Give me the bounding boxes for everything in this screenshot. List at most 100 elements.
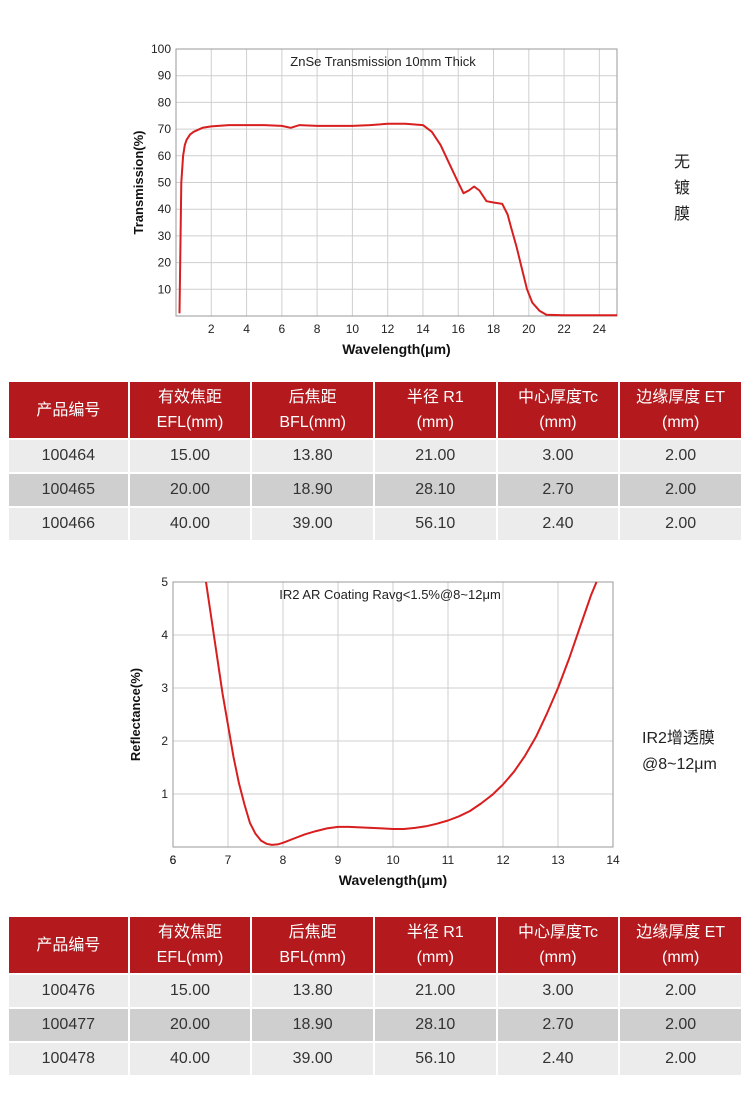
y-tick-label: 4 xyxy=(161,628,168,642)
y-tick-label: 100 xyxy=(151,42,171,56)
x-tick-label: 13 xyxy=(551,853,565,867)
chart-title: ZnSe Transmission 10mm Thick xyxy=(290,54,476,69)
uncoated-note: 无 镀 膜 xyxy=(672,150,692,228)
cell-center-thickness: 2.40 xyxy=(497,508,619,540)
cell-product-id: 100478 xyxy=(9,1043,128,1075)
cell-bfl: 18.90 xyxy=(252,474,373,506)
coated-note: IR2增透膜 @8~12μm xyxy=(642,726,717,778)
cell-radius: 28.10 xyxy=(374,474,496,506)
header-bfl: 后焦距 BFL(mm) xyxy=(252,382,373,438)
cell-bfl: 39.00 xyxy=(252,1043,373,1075)
chart-title: IR2 AR Coating Ravg<1.5%@8~12μm xyxy=(279,587,501,602)
header-efl: 有效焦距 EFL(mm) xyxy=(129,382,251,438)
header-edge-thickness: 边缘厚度 ET (mm) xyxy=(620,382,741,438)
header-edge-thickness: 边缘厚度 ET (mm) xyxy=(620,917,741,973)
x-tick-label: 24 xyxy=(593,322,607,336)
y-tick-label: 90 xyxy=(158,69,172,83)
cell-efl: 15.00 xyxy=(129,975,251,1007)
x-tick-label: 12 xyxy=(381,322,395,336)
cell-center-thickness: 2.70 xyxy=(497,474,619,506)
series-line xyxy=(205,581,598,846)
cell-edge-thickness: 2.00 xyxy=(620,508,741,540)
y-tick-label: 10 xyxy=(158,282,172,296)
header-radius: 半径 R1 (mm) xyxy=(374,382,496,438)
x-tick-label: 10 xyxy=(346,322,360,336)
y-tick-label: 50 xyxy=(158,176,172,190)
y-tick-label: 30 xyxy=(158,229,172,243)
cell-edge-thickness: 2.00 xyxy=(620,474,741,506)
cell-radius: 21.00 xyxy=(374,975,496,1007)
transmission-chart: 2 4 6 8 10 12 14 16 18 20 22 2410203040506070809010… xyxy=(131,42,618,357)
header-product-id: 产品编号 xyxy=(9,382,128,438)
header-efl: 有效焦距 EFL(mm) xyxy=(129,917,251,973)
y-tick-label: 20 xyxy=(158,256,172,270)
cell-product-id: 100464 xyxy=(9,440,128,472)
spec-table-uncoated: 产品编号 有效焦距 EFL(mm) 后焦距 BFL(mm) 半径 R1 (mm) 中心… xyxy=(7,380,743,542)
x-tick-label: 9 xyxy=(335,853,342,867)
cell-center-thickness: 3.00 xyxy=(497,975,619,1007)
x-tick-label: 6 xyxy=(170,853,177,867)
plot-frame xyxy=(172,581,614,848)
coated-note-line: IR2增透膜 xyxy=(642,730,715,747)
table-row: 100466 40.00 39.00 56.10 2.40 2.00 xyxy=(9,508,741,540)
cell-edge-thickness: 2.00 xyxy=(620,975,741,1007)
x-axis-title: Wavelength(μm) xyxy=(339,872,447,888)
x-tick-label: 10 xyxy=(386,853,400,867)
x-tick-label: 8 xyxy=(314,322,321,336)
cell-product-id: 100477 xyxy=(9,1009,128,1041)
cell-edge-thickness: 2.00 xyxy=(620,440,741,472)
cell-center-thickness: 2.40 xyxy=(497,1043,619,1075)
cell-radius: 28.10 xyxy=(374,1009,496,1041)
coated-note-line: @8~12μm xyxy=(642,756,717,773)
header-center-thickness: 中心厚度Tc (mm) xyxy=(497,917,619,973)
header-product-id: 产品编号 xyxy=(9,917,128,973)
cell-efl: 40.00 xyxy=(129,1043,251,1075)
uncoated-note-char: 镀 xyxy=(673,180,690,197)
y-tick-label: 5 xyxy=(161,575,168,589)
uncoated-note-char: 膜 xyxy=(673,206,690,223)
header-radius: 半径 R1 (mm) xyxy=(374,917,496,973)
x-tick-label: 14 xyxy=(606,853,620,867)
table-row: 100465 20.00 18.90 28.10 2.70 2.00 xyxy=(9,474,741,506)
x-tick-label: 18 xyxy=(487,322,501,336)
cell-bfl: 13.80 xyxy=(252,440,373,472)
x-tick-label: 6 xyxy=(170,853,177,867)
x-tick-label: 8 xyxy=(280,853,287,867)
x-tick-label: 2 xyxy=(208,322,215,336)
table-row: 100476 15.00 13.80 21.00 3.00 2.00 xyxy=(9,975,741,1007)
table-row: 100478 40.00 39.00 56.10 2.40 2.00 xyxy=(9,1043,741,1075)
table-row: 100477 20.00 18.90 28.10 2.70 2.00 xyxy=(9,1009,741,1041)
table-header-row: 产品编号 有效焦距 EFL(mm) 后焦距 BFL(mm) 半径 R1 (mm) 中心… xyxy=(9,917,741,973)
cell-bfl: 13.80 xyxy=(252,975,373,1007)
y-tick-label: 40 xyxy=(158,202,172,216)
cell-efl: 40.00 xyxy=(129,508,251,540)
reflectance-chart: 6 7 8 9 10 11 12 13 14123456Wavelength(μm)Reflec… xyxy=(128,575,620,888)
cell-product-id: 100465 xyxy=(9,474,128,506)
y-axis-title: Reflectance(%) xyxy=(128,668,143,761)
x-tick-label: 16 xyxy=(452,322,466,336)
x-tick-label: 22 xyxy=(557,322,571,336)
y-tick-label: 60 xyxy=(158,149,172,163)
cell-edge-thickness: 2.00 xyxy=(620,1043,741,1075)
cell-edge-thickness: 2.00 xyxy=(620,1009,741,1041)
y-axis-title: Transmission(%) xyxy=(131,130,146,234)
cell-center-thickness: 2.70 xyxy=(497,1009,619,1041)
plot-frame xyxy=(175,48,618,317)
cell-bfl: 39.00 xyxy=(252,508,373,540)
x-tick-label: 4 xyxy=(243,322,250,336)
cell-product-id: 100466 xyxy=(9,508,128,540)
table-header-row: 产品编号 有效焦距 EFL(mm) 后焦距 BFL(mm) 半径 R1 (mm) 中心… xyxy=(9,382,741,438)
header-bfl: 后焦距 BFL(mm) xyxy=(252,917,373,973)
cell-radius: 21.00 xyxy=(374,440,496,472)
y-tick-label: 2 xyxy=(161,734,168,748)
x-tick-label: 20 xyxy=(522,322,536,336)
cell-efl: 15.00 xyxy=(129,440,251,472)
x-tick-label: 14 xyxy=(416,322,430,336)
y-tick-label: 80 xyxy=(158,95,172,109)
cell-center-thickness: 3.00 xyxy=(497,440,619,472)
cell-bfl: 18.90 xyxy=(252,1009,373,1041)
y-tick-label: 3 xyxy=(161,681,168,695)
series-line xyxy=(178,122,617,317)
x-tick-label: 7 xyxy=(225,853,232,867)
y-tick-label: 70 xyxy=(158,122,172,136)
